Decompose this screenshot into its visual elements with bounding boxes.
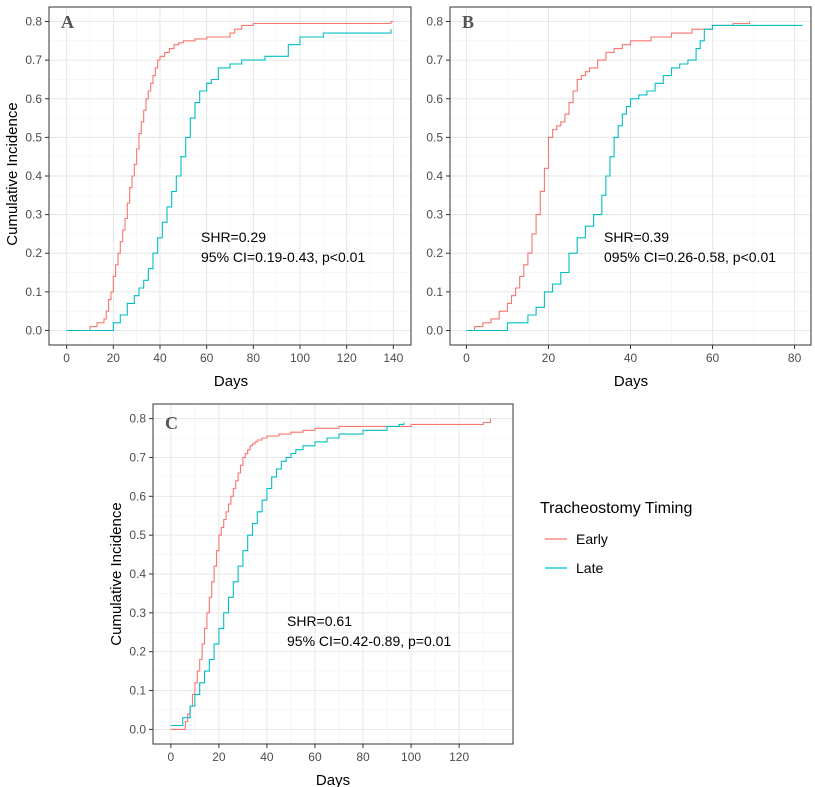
panel-b-y-tick-label: 0.2 — [426, 246, 443, 260]
panel-b-x-tick-label: 40 — [624, 351, 638, 365]
panel-a-x-tick-label: 120 — [337, 351, 357, 365]
panel-a-series-early-line — [66, 20, 394, 332]
panel-c-y-tick-label: 0.0 — [129, 722, 146, 736]
panel-b-y-tick-label: 0.5 — [426, 130, 443, 144]
panel-c-x-tick-label: 20 — [212, 750, 226, 764]
panel-a: 0 20 40 60 80 100 120 140 0.0 0.1 0.2 0.3 0.4 0.5 0.6 0… — [4, 6, 412, 390]
panel-a-x-tick-label: 100 — [290, 351, 310, 365]
panel-b-y-tick-label: 0.7 — [426, 53, 443, 67]
panel-b-ci-text: 095% CI=0.26-0.58, p<0.01 — [604, 249, 776, 265]
panel-b-x-tick-label: 80 — [788, 351, 802, 365]
panel-b-x-axis-label: Days — [614, 373, 648, 390]
panel-c-shr-text: SHR=0.61 — [287, 613, 352, 629]
panel-a-y-tick-label: 0.4 — [25, 169, 42, 183]
panel-b-y-tick-label: 0.1 — [426, 285, 443, 299]
panel-b-ticks: 0 20 40 60 80 0.0 0.1 0.2 0.3 0.4 0.5 0.6 0.7 0.8 — [426, 15, 801, 365]
panel-c-series — [170, 418, 491, 730]
panel-b-grid — [450, 7, 811, 345]
legend-late-label: Late — [576, 560, 603, 576]
panel-c-x-tick-label: 60 — [308, 750, 322, 764]
panel-b: 0 20 40 60 80 0.0 0.1 0.2 0.3 0.4 0.5 0.6 0.7 0.8 B S… — [426, 6, 812, 390]
panel-b-series — [466, 21, 803, 332]
panel-a-y-tick-label: 0.7 — [25, 53, 42, 67]
panel-c-grid — [153, 404, 513, 744]
panel-c-x-tick-label: 120 — [449, 750, 469, 764]
panel-c-y-tick-label: 0.3 — [129, 606, 146, 620]
legend-title: Tracheostomy Timing — [540, 500, 692, 517]
panel-c-y-tick-label: 0.5 — [129, 528, 146, 542]
panel-a-y-tick-label: 0.3 — [25, 208, 42, 222]
panel-b-letter: B — [462, 12, 474, 32]
panel-b-y-tick-label: 0.6 — [426, 92, 443, 106]
panel-b-y-tick-label: 0.3 — [426, 208, 443, 222]
panel-c-y-tick-label: 0.6 — [129, 489, 146, 503]
panel-a-ticks: 0 20 40 60 80 100 120 140 0.0 0.1 0.2 0.3 0.4 0.5 0.6 0… — [25, 15, 403, 365]
panel-a-y-tick-label: 0.1 — [25, 285, 42, 299]
panel-a-ci-text: 95% CI=0.19-0.43, p<0.01 — [201, 249, 365, 265]
panel-a-shr-text: SHR=0.29 — [201, 229, 266, 245]
panel-c-series-late-line — [170, 422, 405, 727]
panel-a-y-tick-label: 0.2 — [25, 246, 42, 260]
panel-c-y-tick-label: 0.7 — [129, 450, 146, 464]
panel-c-x-tick-label: 40 — [260, 750, 274, 764]
panel-b-series-early-line — [466, 21, 751, 332]
panel-a-y-tick-label: 0.6 — [25, 92, 42, 106]
panel-a-series — [66, 20, 394, 332]
panel-a-x-tick-label: 140 — [383, 351, 403, 365]
panel-c-y-tick-label: 0.8 — [129, 412, 146, 426]
panel-c-ticks: 0 20 40 60 80 100 120 0.0 0.1 0.2 0.3 0.4 0.5 0.6 0.7 0… — [129, 412, 469, 764]
panel-c-y-tick-label: 0.2 — [129, 645, 146, 659]
panel-c-y-tick-label: 0.1 — [129, 684, 146, 698]
panel-c: 0 20 40 60 80 100 120 0.0 0.1 0.2 0.3 0.4 0.5 0.6 0.7 0… — [108, 403, 514, 787]
legend-early-label: Early — [576, 531, 608, 547]
panel-a-y-tick-label: 0.5 — [25, 130, 42, 144]
panel-b-series-late-line — [466, 24, 803, 332]
legend: Tracheostomy Timing Early Late — [540, 500, 692, 576]
panel-b-y-tick-label: 0.0 — [426, 323, 443, 337]
panel-a-y-tick-label: 0.0 — [25, 323, 42, 337]
panel-a-y-axis-label: Cumulative Incidence — [4, 102, 21, 245]
panel-a-grid — [49, 7, 411, 345]
panel-c-series-early-line — [170, 418, 491, 730]
panel-a-x-tick-label: 80 — [247, 351, 261, 365]
panel-b-x-tick-label: 60 — [706, 351, 720, 365]
panel-b-y-tick-label: 0.4 — [426, 169, 443, 183]
panel-a-x-tick-label: 0 — [63, 351, 70, 365]
panel-b-x-tick-label: 0 — [463, 351, 470, 365]
panel-a-letter: A — [61, 12, 74, 32]
panel-b-y-tick-label: 0.8 — [426, 15, 443, 29]
panel-a-x-tick-label: 40 — [153, 351, 167, 365]
panel-c-y-tick-label: 0.4 — [129, 567, 146, 581]
panel-b-x-tick-label: 20 — [542, 351, 556, 365]
panel-a-x-tick-label: 60 — [200, 351, 214, 365]
panel-c-y-axis-label: Cumulative Incidence — [108, 502, 125, 645]
panel-a-series-late-line — [66, 29, 392, 332]
panel-a-y-tick-label: 0.8 — [25, 15, 42, 29]
panel-c-ci-text: 95% CI=0.42-0.89, p=0.01 — [287, 633, 451, 649]
panel-b-shr-text: SHR=0.39 — [604, 229, 669, 245]
panel-a-x-axis-label: Days — [214, 373, 248, 390]
panel-a-x-tick-label: 20 — [107, 351, 121, 365]
panel-c-x-tick-label: 0 — [167, 750, 174, 764]
panel-c-letter: C — [165, 413, 178, 433]
panel-c-x-tick-label: 100 — [401, 750, 421, 764]
panel-c-x-tick-label: 80 — [356, 750, 370, 764]
panel-c-x-axis-label: Days — [316, 772, 350, 787]
